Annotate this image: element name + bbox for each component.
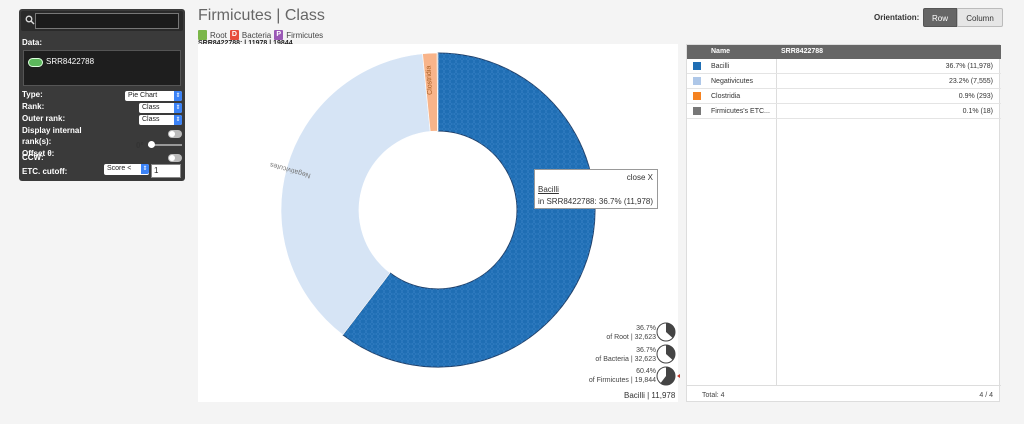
row-name: Firmicutes's ETC... <box>711 108 770 115</box>
row-name: Negativicutes <box>711 78 754 85</box>
table-row[interactable]: Clostridia 0.9% (293) <box>687 89 1001 104</box>
display-internal-label-2: rank(s): <box>22 137 52 146</box>
rank-select[interactable]: Class ⇕ <box>139 103 182 113</box>
control-panel: Data: SRR8422788 Type: Pie Chart ⇕ Rank: … <box>19 9 185 181</box>
color-swatch <box>693 92 701 100</box>
display-internal-toggle[interactable] <box>168 130 182 138</box>
data-list: SRR8422788 <box>23 50 181 86</box>
current-level-marker-icon <box>677 374 680 378</box>
rank-label: Rank: <box>22 102 45 111</box>
table-total: Total: 4 <box>702 392 725 399</box>
color-swatch <box>693 107 701 115</box>
row-value: 36.7% (11,978) <box>945 63 993 70</box>
tooltip-close-button[interactable]: close X <box>626 173 653 182</box>
table-row[interactable]: Negativicutes 23.2% (7,555) <box>687 74 1001 89</box>
domain-badge-icon: D <box>229 30 239 40</box>
row-name: Clostridia <box>711 93 741 100</box>
type-select-value: Pie Chart <box>128 92 158 99</box>
slice-etc[interactable] <box>436 52 439 132</box>
firmicutes-share-percent: 60.4% <box>636 368 656 375</box>
tooltip-value: in SRR8422788: 36.7% (11,978) <box>538 197 654 206</box>
select-arrow-icon: ⇕ <box>174 115 182 125</box>
display-internal-label: Display internal <box>22 126 82 135</box>
chart-area: Negativicutes Clostridia <box>198 44 678 402</box>
row-name: Bacilli <box>711 63 730 70</box>
tooltip-taxon-link[interactable]: Bacilli <box>538 185 559 194</box>
select-arrow-icon: ⇕ <box>174 91 182 101</box>
search-icon <box>25 15 35 25</box>
orientation-label: Orientation: <box>874 13 920 22</box>
mini-pie-fill <box>666 323 675 339</box>
offset-value: 0° <box>136 141 144 150</box>
root-badge-icon <box>198 30 207 40</box>
slice-negativicutes[interactable] <box>280 53 431 336</box>
root-share-label: of Root | 32,623 <box>606 334 656 341</box>
row-value: 0.1% (18) <box>962 108 993 115</box>
dataset-label[interactable]: SRR8422788 <box>46 57 95 66</box>
type-select[interactable]: Pie Chart ⇕ <box>125 91 182 101</box>
outer-rank-select[interactable]: Class ⇕ <box>139 115 182 125</box>
data-label: Data: <box>22 38 43 47</box>
select-arrow-icon: ⇕ <box>174 103 182 113</box>
search-input[interactable] <box>35 13 179 29</box>
phylum-badge-icon: P <box>274 30 284 40</box>
row-value: 0.9% (293) <box>958 93 993 100</box>
slice-bacilli-highlight <box>342 53 595 367</box>
slice-clostridia-label: Clostridia <box>425 65 434 95</box>
outer-rank-select-value: Class <box>142 116 160 123</box>
etc-cutoff-input[interactable]: 1 <box>151 164 181 178</box>
breadcrumb-bacteria[interactable]: Bacteria <box>241 30 272 40</box>
mini-pies <box>656 322 680 386</box>
etc-cutoff-select[interactable]: Score < ⇕ <box>104 164 149 175</box>
row-value: 23.2% (7,555) <box>949 78 993 85</box>
etc-cutoff-label: ETC. cutoff: <box>22 167 68 176</box>
page-title: Firmicutes | Class <box>198 7 325 24</box>
root-share-percent: 36.7% <box>636 325 656 332</box>
color-swatch <box>693 77 701 85</box>
dataset-toggle[interactable] <box>28 58 43 67</box>
ccw-label: CCW: <box>22 153 44 162</box>
rank-select-value: Class <box>142 104 160 111</box>
data-table: Name SRR8422788 Bacilli 36.7% (11,978) N… <box>686 44 1001 403</box>
selected-taxon-footer: Bacilli | 11,978 <box>624 391 676 400</box>
col-sample-header[interactable]: SRR8422788 <box>781 48 824 55</box>
slice-tooltip: close X Bacilli in SRR8422788: 36.7% (11… <box>534 169 658 209</box>
bacteria-share-label: of Bacteria | 32,623 <box>595 356 656 363</box>
column-divider <box>776 59 777 385</box>
table-row[interactable]: Firmicutes's ETC... 0.1% (18) <box>687 104 1001 119</box>
type-label: Type: <box>22 90 43 99</box>
orientation-column-button[interactable]: Column <box>957 8 1003 27</box>
firmicutes-share-label: of Firmicutes | 19,844 <box>588 377 656 384</box>
offset-slider-handle[interactable] <box>148 141 155 148</box>
select-arrow-icon: ⇕ <box>141 164 149 174</box>
bacteria-share-percent: 36.7% <box>636 347 656 354</box>
col-name-header[interactable]: Name <box>711 48 731 55</box>
etc-cutoff-select-value: Score < <box>107 165 132 172</box>
mini-pie-fill <box>660 367 675 385</box>
offset-label: Offset θ: <box>22 149 55 158</box>
breadcrumb-firmicutes[interactable]: Firmicutes <box>286 30 324 40</box>
outer-rank-label: Outer rank: <box>22 114 66 123</box>
breadcrumb: Root D Bacteria P Firmicutes <box>198 30 323 40</box>
mini-pie-fill <box>666 345 675 361</box>
table-row[interactable]: Bacilli 36.7% (11,978) <box>687 59 1001 74</box>
firmicutes-share: 60.4% of Firmicutes | 19,844 <box>570 367 656 385</box>
bacteria-share: 36.7% of Bacteria | 32,623 <box>578 346 656 364</box>
breadcrumb-root[interactable]: Root <box>210 30 227 40</box>
table-pagination[interactable]: 4 / 4 <box>979 392 993 399</box>
table-header: Name SRR8422788 <box>687 45 1001 59</box>
orientation-row-button[interactable]: Row <box>923 8 957 27</box>
sample-summary: SRR8422788: | 11978 | 19844 <box>198 40 293 47</box>
table-footer: Total: 4 4 / 4 <box>687 385 1001 403</box>
offset-slider[interactable] <box>148 144 182 146</box>
search-box <box>21 11 183 31</box>
root-share: 36.7% of Root | 32,623 <box>578 324 656 342</box>
color-swatch <box>693 62 701 70</box>
ccw-toggle[interactable] <box>168 154 182 162</box>
